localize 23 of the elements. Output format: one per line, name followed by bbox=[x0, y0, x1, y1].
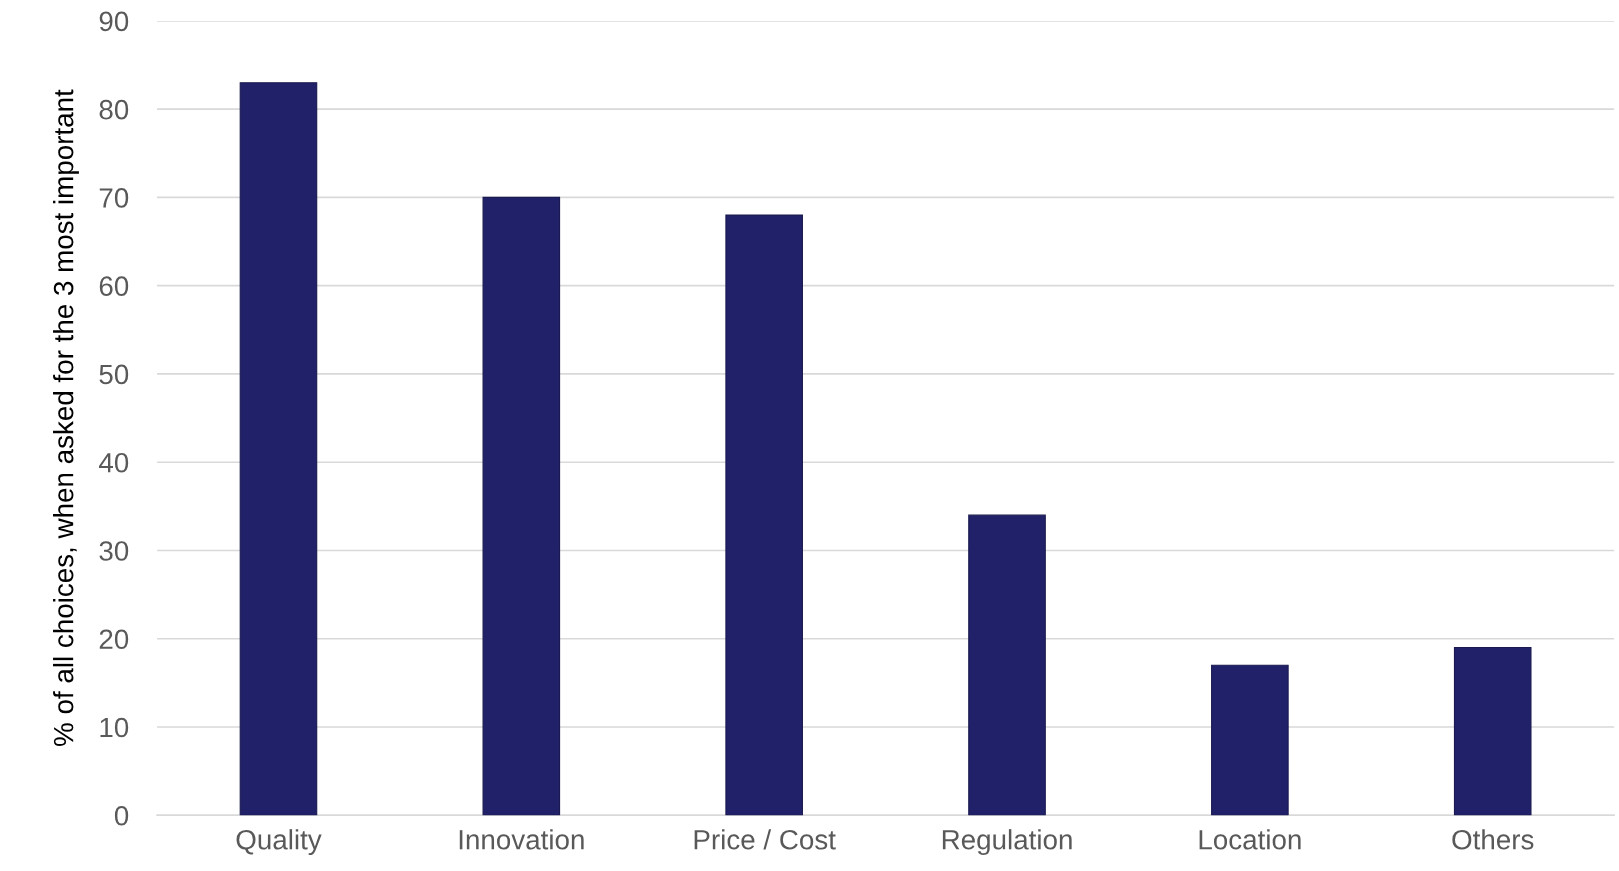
bar bbox=[725, 214, 803, 816]
y-tick-label: 40 bbox=[99, 452, 129, 473]
x-tick-label: Price / Cost bbox=[694, 829, 836, 850]
bar bbox=[968, 514, 1046, 816]
y-tick-label: 0 bbox=[114, 805, 129, 826]
x-tick-label: Regulation bbox=[942, 829, 1072, 856]
y-axis-title: % of all choices, when asked for the 3 most important bbox=[53, 89, 79, 746]
y-tick-label: 70 bbox=[99, 188, 129, 208]
bar bbox=[239, 82, 318, 816]
y-tick-label: 20 bbox=[99, 629, 129, 650]
x-tick-label: Quality bbox=[236, 829, 322, 856]
y-tick-label: 50 bbox=[99, 364, 129, 385]
y-tick-label: 10 bbox=[100, 717, 129, 738]
bar bbox=[482, 196, 561, 816]
x-tick-label: Location bbox=[1199, 829, 1301, 850]
y-tick-label: 90 bbox=[99, 11, 129, 32]
y-tick-label: 80 bbox=[99, 99, 129, 120]
x-tick-label: Innovation bbox=[459, 829, 584, 850]
bar bbox=[1453, 647, 1532, 816]
bar bbox=[1211, 664, 1289, 816]
y-tick-label: 30 bbox=[99, 541, 129, 561]
x-tick-label: Others bbox=[1452, 829, 1534, 850]
y-tick-label: 60 bbox=[99, 276, 129, 297]
